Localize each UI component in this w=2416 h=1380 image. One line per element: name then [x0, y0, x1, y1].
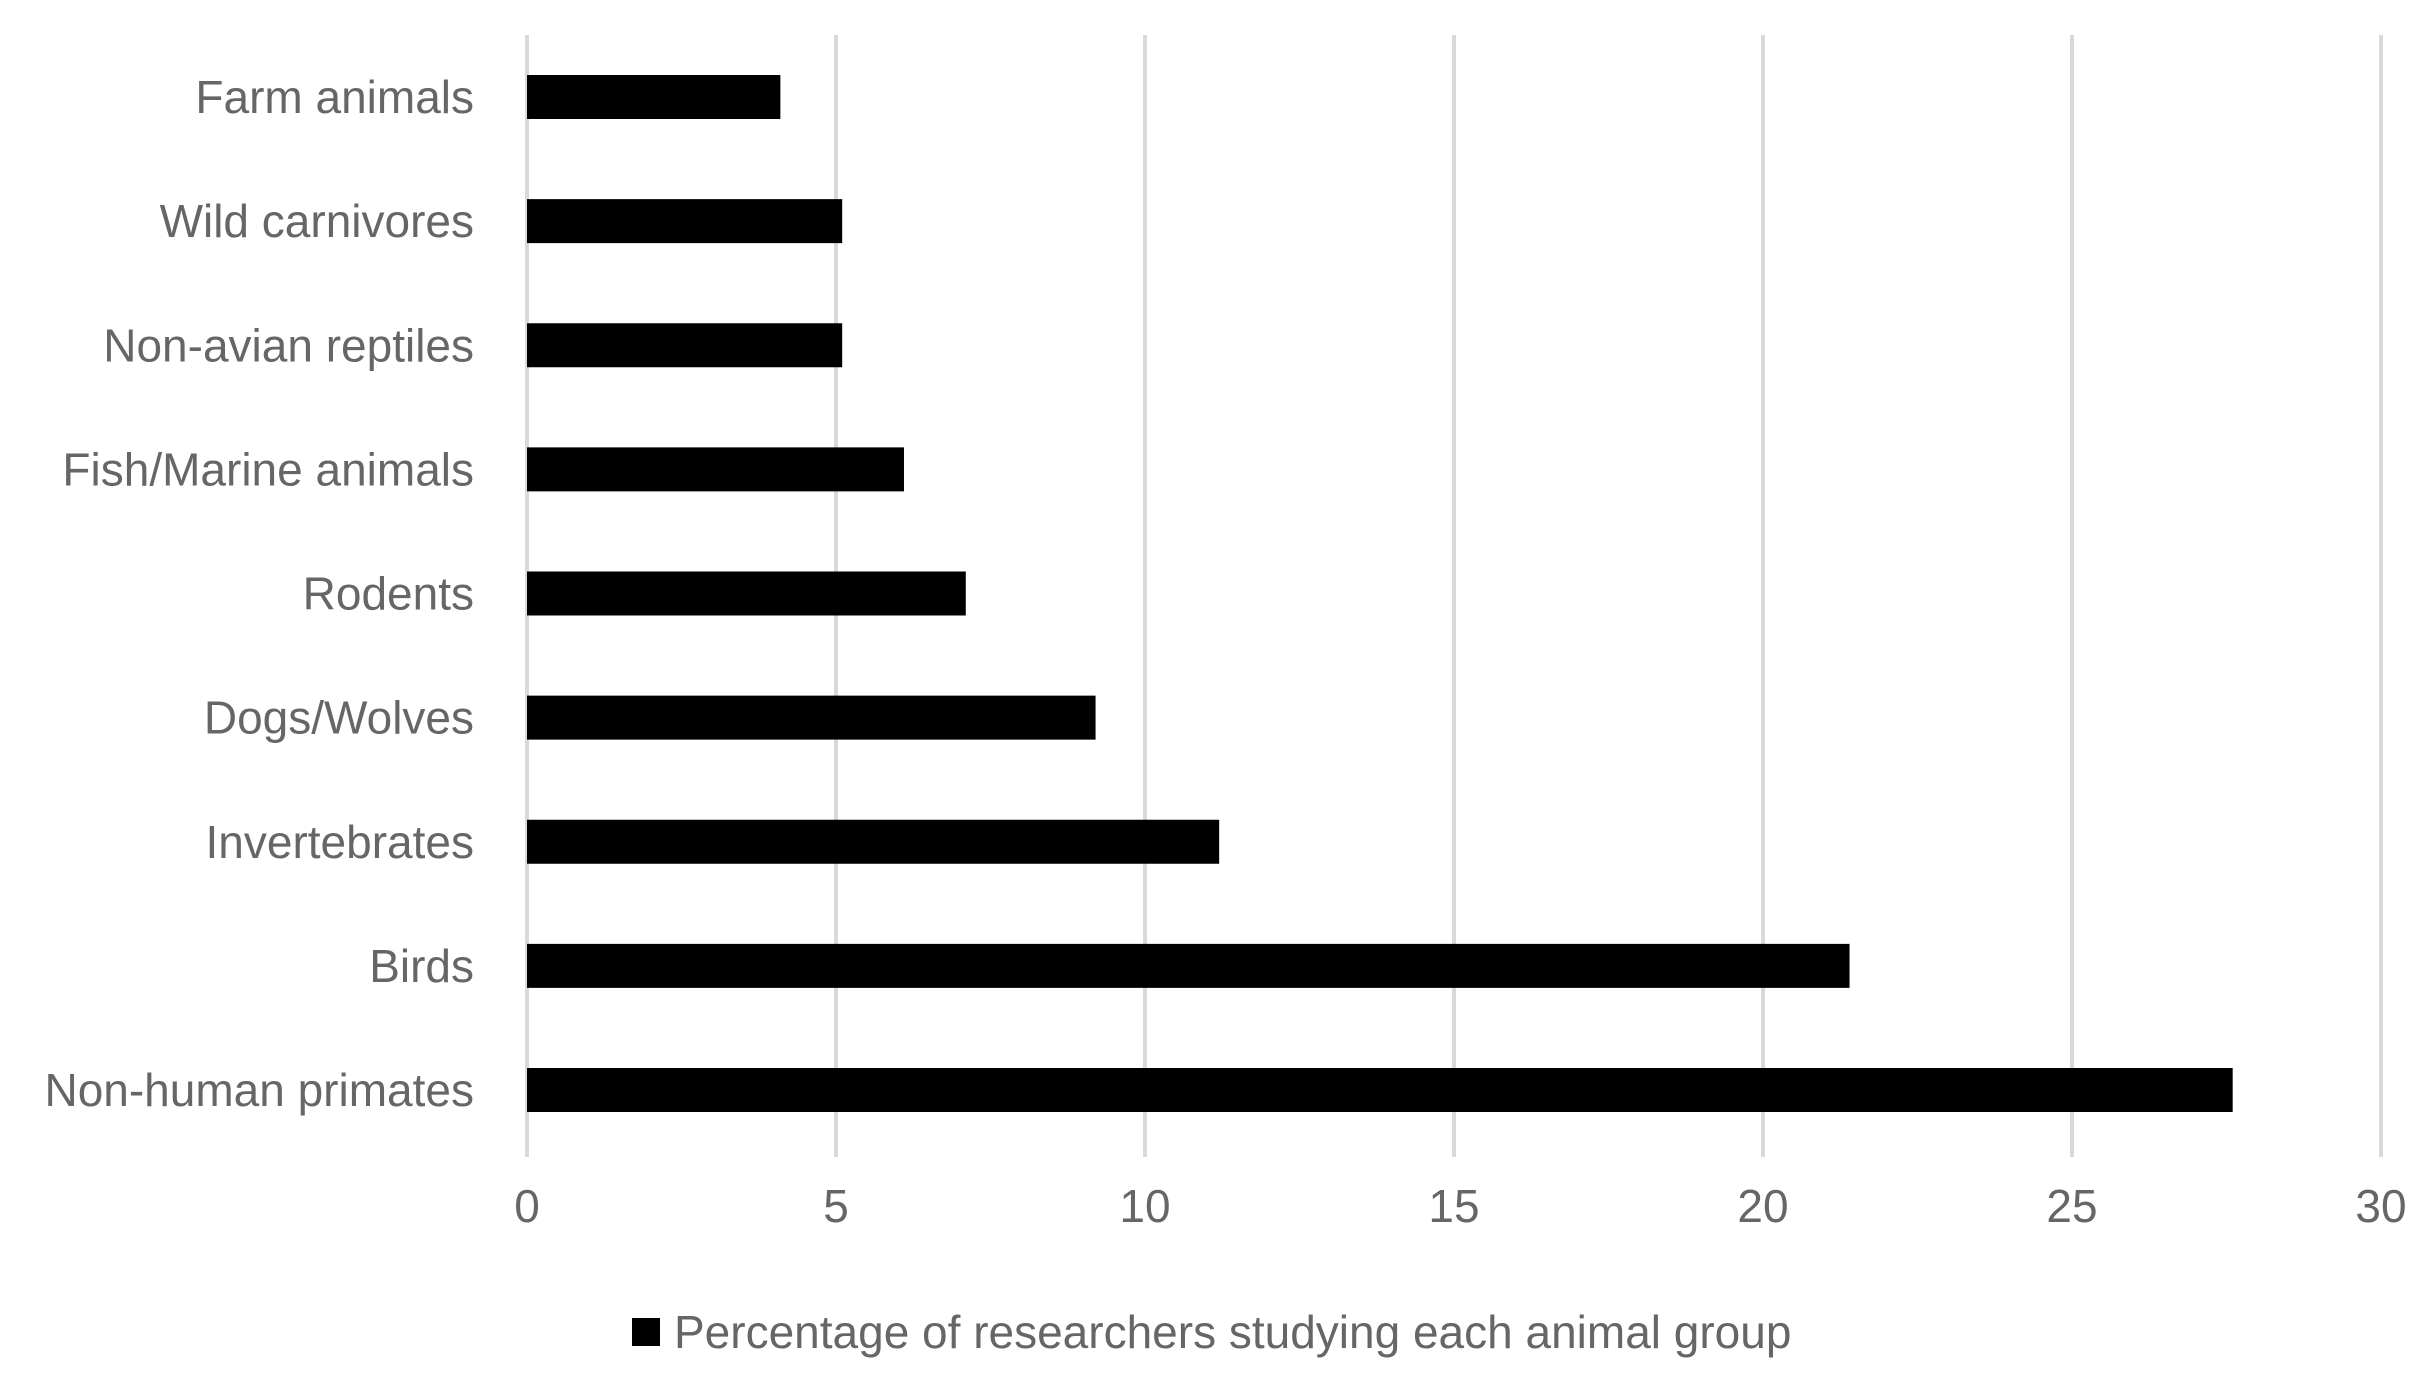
bar-invertebrates: [527, 819, 1220, 864]
category-label-birds: Birds: [369, 940, 474, 992]
bar-dogs-wolves: [527, 695, 1096, 740]
category-labels: Farm animals Wild carnivores Non-avian rep…: [44, 71, 474, 1116]
legend-label: Percentage of researchers studying each …: [674, 1306, 1791, 1358]
x-tick-label-0: 0: [514, 1180, 540, 1232]
x-tick-label-5: 5: [823, 1180, 849, 1232]
bar-birds: [527, 943, 1850, 988]
category-label-rodents: Rodents: [303, 568, 474, 620]
bar-fish-marine-animals: [527, 447, 904, 492]
bar-non-human-primates: [527, 1068, 2233, 1112]
bar-rodents: [527, 571, 966, 616]
category-label-dogs-wolves: Dogs/Wolves: [204, 692, 474, 744]
category-label-wild-carnivores: Wild carnivores: [160, 195, 474, 247]
bar-wild-carnivores: [527, 199, 843, 244]
category-label-fish-marine-animals: Fish/Marine animals: [62, 443, 474, 495]
legend: Percentage of researchers studying each …: [632, 1306, 1791, 1358]
category-label-non-human-primates: Non-human primates: [44, 1064, 474, 1116]
bars: [527, 75, 2233, 1112]
x-tick-label-15: 15: [1428, 1180, 1479, 1232]
category-label-non-avian-reptiles: Non-avian reptiles: [103, 319, 474, 371]
x-tick-label-30: 30: [2355, 1180, 2406, 1232]
x-tick-label-25: 25: [2046, 1180, 2097, 1232]
x-tick-label-20: 20: [1737, 1180, 1788, 1232]
category-label-farm-animals: Farm animals: [195, 71, 474, 123]
legend-swatch: [632, 1318, 660, 1346]
x-axis-tick-labels: 0 5 10 15 20 25 30: [514, 1180, 2406, 1232]
bar-non-avian-reptiles: [527, 323, 843, 368]
category-label-invertebrates: Invertebrates: [206, 816, 474, 868]
x-tick-label-10: 10: [1119, 1180, 1170, 1232]
bar-farm-animals: [527, 75, 781, 119]
